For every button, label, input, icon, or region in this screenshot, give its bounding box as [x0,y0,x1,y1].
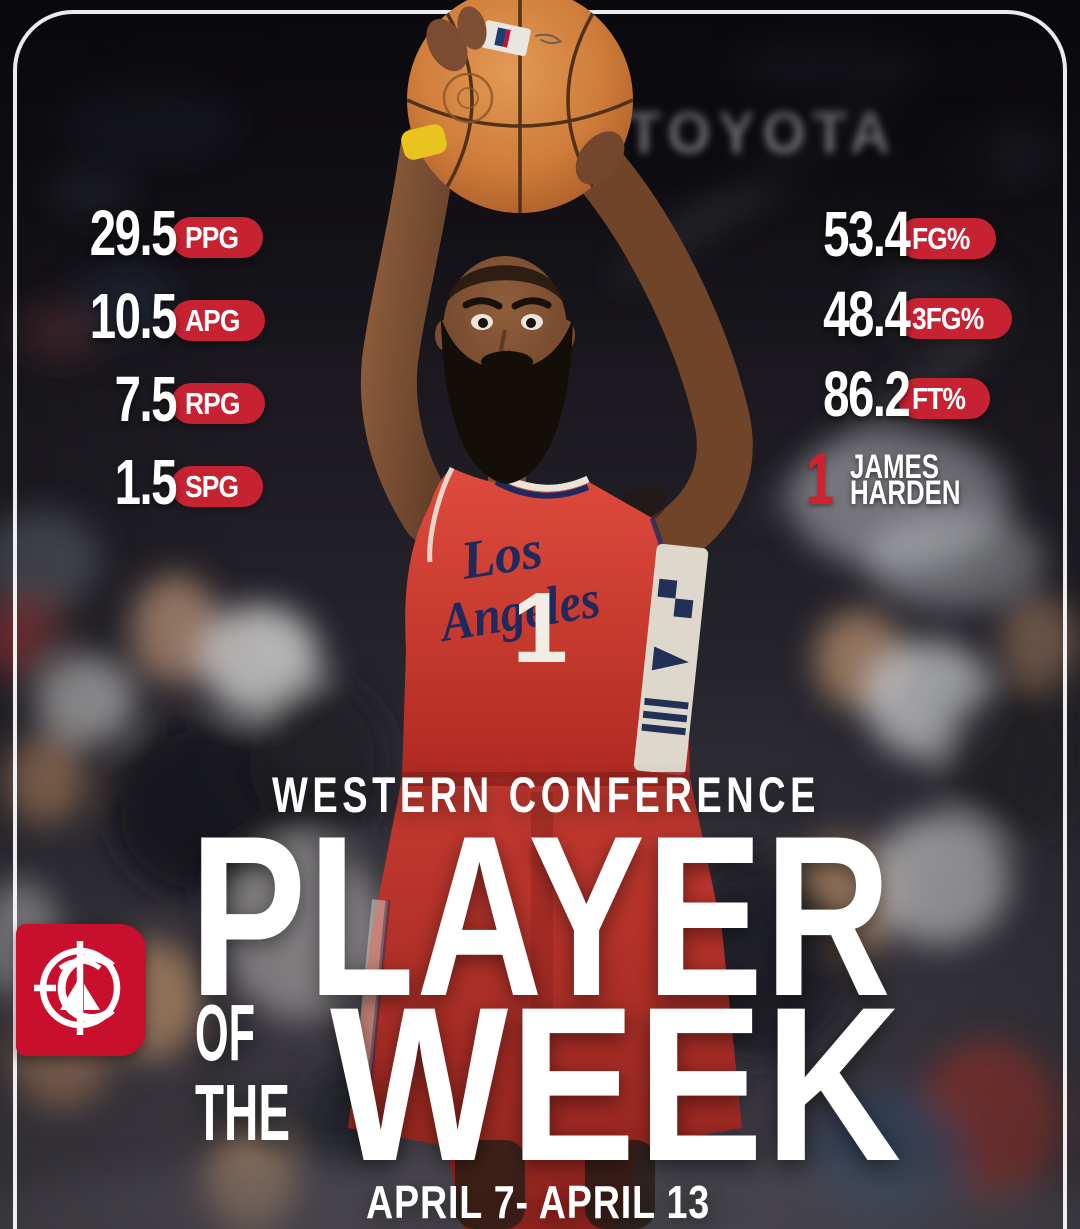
stat-value: 48.4 [823,278,911,350]
stat-value: 53.4 [823,198,911,270]
player-first-name: JAMES [850,448,940,486]
stat-ppg: 29.5 PPG [58,197,265,269]
stat-apg: 10.5 APG [58,280,266,352]
beard [441,318,573,484]
stat-pill: APG [171,300,266,341]
stat-label: FT% [912,381,966,416]
clippers-logo-icon [34,941,121,1035]
stats-right: 53.4 FG% 48.4 3FG% 86.2 FT% [795,198,1012,430]
player-last-name: HARDEN [850,474,961,512]
nba-logo-patch [481,20,563,57]
yellow-wristband [401,124,447,160]
stat-label: FG% [912,221,970,256]
stat-label: APG [185,303,240,338]
jersey-side-panel [633,543,709,775]
stat-pill: FT% [898,378,991,419]
jersey-script-line1: Los [456,519,546,591]
stats-left: 29.5 PPG 10.5 APG 7.5 RPG 1.5 SPG [58,197,266,518]
player-name-block: 1 JAMES HARDEN [806,440,996,520]
stat-spg: 1.5 SPG [58,446,265,518]
stat-value: 7.5 [114,363,178,435]
stat-3fg-pct: 48.4 3FG% [795,278,1012,350]
stat-pill: SPG [171,466,264,507]
stat-pill: 3FG% [898,298,1012,339]
stat-pill: RPG [171,383,266,424]
stat-pill: PPG [171,217,264,258]
title-word-player: PLAYER [190,788,893,1044]
player-head [435,256,575,484]
stat-label: PPG [185,220,239,255]
team-logo-tab [16,924,146,1056]
stat-ft-pct: 86.2 FT% [795,358,1012,430]
stat-value: 86.2 [823,358,911,430]
conference-title: WESTERN CONFERENCE [272,767,820,823]
stat-label: 3FG% [912,301,984,336]
player-figure: Los Angeles 1 [348,0,753,1229]
player-rank: 1 [806,440,835,520]
right-arm [572,142,753,570]
stat-fg-pct: 53.4 FG% [795,198,1012,270]
shorts [348,778,742,1229]
stat-label: RPG [185,386,240,421]
title-word-of: OF [195,988,255,1077]
stat-label: SPG [185,469,239,504]
stat-value: 10.5 [89,280,178,352]
left-arm [360,122,458,544]
date-range: APRIL 7- APRIL 13 [366,1176,710,1228]
stat-value: 29.5 [89,197,178,269]
jersey [402,468,690,778]
player-name-lines: JAMES HARDEN [850,448,995,512]
title-word-the: THE [195,1068,290,1157]
stat-rpg: 7.5 RPG [58,363,266,435]
stat-pill: FG% [898,218,996,259]
title-word-week: WEEK [330,961,903,1207]
jersey-number: 1 [512,572,568,684]
stat-value: 1.5 [114,446,178,518]
